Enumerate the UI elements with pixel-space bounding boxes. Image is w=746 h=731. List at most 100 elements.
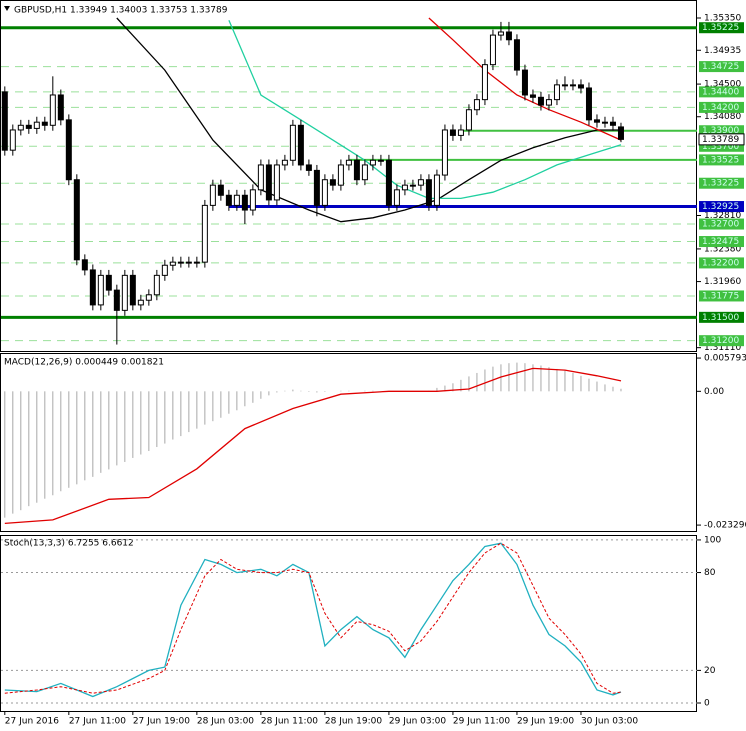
candle-body — [233, 194, 240, 206]
candle-body — [241, 194, 248, 211]
candle-body — [353, 159, 360, 181]
candle-body — [145, 294, 152, 301]
level-label: 1.33700 — [702, 142, 739, 152]
candle-body — [137, 299, 144, 306]
candle-body — [417, 179, 424, 186]
candle-body — [489, 34, 496, 66]
candle-body — [73, 179, 80, 261]
level-label-box — [699, 140, 744, 152]
y-tick-label: -0.023296 — [704, 521, 746, 531]
candle-body — [401, 184, 408, 191]
y-tick-label: 0.00 — [704, 387, 724, 397]
level-label-box — [699, 290, 744, 302]
level-label-box — [699, 22, 744, 34]
candle-body — [57, 94, 64, 121]
price-panel-frame — [0, 0, 697, 352]
candle-body — [617, 126, 624, 140]
level-label: 1.34725 — [702, 62, 739, 72]
y-tick-label: 1.34500 — [704, 80, 741, 90]
x-tick-label: 28 Jun 11:00 — [261, 717, 318, 727]
indicator-line — [4, 542, 622, 694]
x-tick-label: 27 Jun 11:00 — [69, 717, 126, 727]
level-label: 1.32925 — [702, 202, 739, 212]
candle-body — [33, 121, 40, 129]
price-title: GBPUSD,H1 1.33949 1.34003 1.33753 1.3378… — [14, 6, 228, 16]
candle-body — [89, 269, 96, 306]
candle-body — [201, 204, 208, 263]
level-label-box — [699, 101, 744, 113]
candle-body — [593, 119, 600, 123]
level-label-box — [699, 236, 744, 248]
level-label-box — [699, 125, 744, 137]
candle-body — [521, 69, 528, 96]
y-tick-label: 1.31110 — [704, 343, 741, 353]
candle-body — [337, 164, 344, 186]
level-label-box — [699, 61, 744, 73]
candle-body — [297, 124, 304, 166]
y-tick-label: 1.35350 — [704, 13, 741, 23]
indicator-line — [116, 17, 621, 223]
x-tick-label: 29 Jun 11:00 — [453, 717, 510, 727]
candle-body — [385, 159, 392, 206]
candle-body — [569, 84, 576, 87]
candle-body — [321, 179, 328, 206]
y-tick-label: 0.005793 — [704, 354, 746, 364]
level-label-box — [699, 311, 744, 323]
candle-body — [25, 124, 32, 129]
candle-body — [473, 99, 480, 111]
candle-body — [249, 189, 256, 211]
y-tick-label: 80 — [704, 568, 716, 578]
header-icon — [4, 6, 10, 11]
y-tick-label: 20 — [704, 666, 716, 676]
candle-body — [369, 159, 376, 166]
level-label-box — [699, 154, 744, 166]
candle-body — [305, 164, 312, 171]
candle-body — [113, 289, 120, 311]
candle-body — [561, 84, 568, 87]
candle-body — [361, 164, 368, 181]
x-tick-label: 28 Jun 03:00 — [197, 717, 254, 727]
candle-body — [537, 96, 544, 106]
y-tick-label: 1.32810 — [704, 211, 741, 221]
level-label: 1.33225 — [702, 179, 739, 189]
candle-body — [329, 179, 336, 186]
last-price-label: 1.33789 — [702, 135, 739, 145]
candle-body — [577, 84, 584, 89]
candle-body — [529, 94, 536, 98]
indicator-line — [4, 367, 622, 525]
level-label-box — [699, 218, 744, 230]
candle-body — [457, 129, 464, 136]
level-label: 1.32700 — [702, 220, 739, 230]
level-label: 1.32475 — [702, 237, 739, 247]
level-label: 1.35225 — [702, 23, 739, 33]
stoch-panel-frame — [0, 535, 697, 712]
x-tick-label: 27 Jun 2016 — [5, 717, 59, 727]
y-tick-label: 1.32380 — [704, 244, 741, 254]
candle-body — [265, 164, 272, 201]
level-label: 1.34400 — [702, 87, 739, 97]
candle-body — [289, 124, 296, 161]
candle-body — [601, 121, 608, 124]
candle-body — [505, 31, 512, 41]
candle-body — [585, 87, 592, 121]
y-tick-label: 0 — [704, 699, 710, 709]
candle-body — [161, 264, 168, 276]
candle-body — [465, 109, 472, 131]
candle-body — [225, 194, 232, 206]
x-tick-label: 30 Jun 03:00 — [581, 717, 638, 727]
x-tick-label: 29 Jun 19:00 — [517, 717, 574, 727]
indicator-line — [428, 17, 622, 141]
level-label-box — [699, 201, 744, 213]
candle-body — [105, 274, 112, 291]
macd-title: MACD(12,26,9) 0.000449 0.001821 — [4, 358, 164, 368]
candle-body — [217, 184, 224, 196]
level-label: 1.31500 — [702, 313, 739, 323]
candle-body — [121, 274, 128, 311]
candle-body — [97, 274, 104, 306]
candle-body — [257, 164, 264, 191]
candle-body — [377, 159, 384, 162]
candle-body — [17, 124, 24, 131]
level-label: 1.33900 — [702, 126, 739, 136]
